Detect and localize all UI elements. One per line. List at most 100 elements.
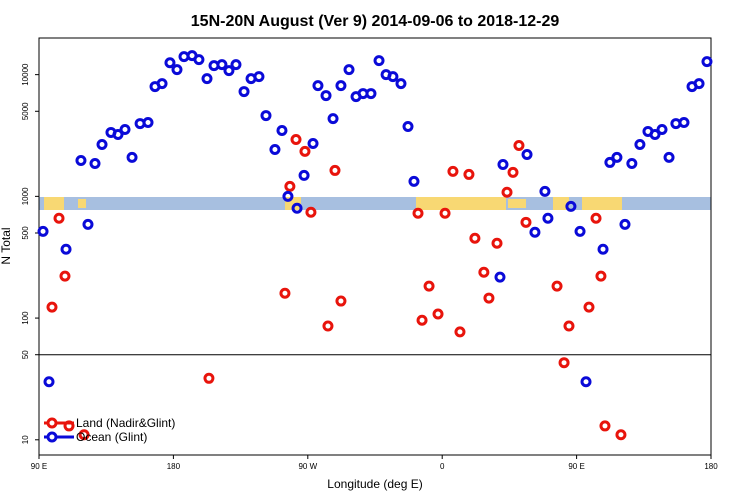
x-tick-label: 90 E: [31, 462, 47, 471]
point: [402, 120, 414, 132]
point: [96, 139, 108, 151]
point: [463, 168, 475, 180]
point: [269, 143, 281, 155]
point: [491, 237, 503, 249]
point: [290, 134, 302, 146]
point: [156, 78, 168, 90]
point: [43, 376, 55, 388]
point: [551, 280, 563, 292]
x-tick-label: 90 E: [568, 462, 584, 471]
y-axis-label: N Total: [0, 227, 13, 264]
point: [59, 270, 71, 282]
point: [203, 372, 215, 384]
point: [416, 314, 428, 326]
point: [615, 429, 627, 441]
point: [142, 116, 154, 128]
point: [216, 59, 228, 71]
point: [320, 90, 332, 102]
point: [663, 151, 675, 163]
land-patch: [508, 199, 526, 208]
point: [335, 80, 347, 92]
point: [46, 301, 58, 313]
point: [494, 271, 506, 283]
x-axis-label: Longitude (deg E): [327, 477, 422, 491]
point: [37, 225, 49, 237]
point: [119, 124, 131, 136]
land-patch: [44, 197, 64, 210]
point: [164, 57, 176, 69]
point: [497, 158, 509, 170]
point: [604, 156, 616, 168]
point: [335, 295, 347, 307]
point: [78, 429, 90, 441]
point: [529, 226, 541, 238]
point: [307, 138, 319, 150]
point: [284, 180, 296, 192]
y-tick-label: 10000: [21, 63, 30, 86]
point: [305, 206, 317, 218]
land-patch: [416, 197, 506, 210]
point: [693, 78, 705, 90]
point: [599, 420, 611, 432]
y-tick-label: 5000: [21, 102, 30, 120]
land-patch: [582, 197, 622, 210]
plot-frame: [38, 37, 712, 456]
point: [126, 151, 138, 163]
point: [595, 270, 607, 282]
point: [260, 110, 272, 122]
point: [395, 78, 407, 90]
y-tick-label: 100: [21, 311, 30, 325]
point: [483, 292, 495, 304]
point: [238, 86, 250, 98]
point: [373, 55, 385, 67]
y-tick-label: 1000: [21, 187, 30, 205]
point: [478, 266, 490, 278]
x-tick-label: 180: [704, 462, 718, 471]
point: [329, 164, 341, 176]
point: [298, 169, 310, 181]
x-tick-label: 180: [167, 462, 181, 471]
point: [558, 357, 570, 369]
point: [542, 212, 554, 224]
point: [408, 175, 420, 187]
point: [299, 145, 311, 157]
point: [513, 139, 525, 151]
point: [521, 149, 533, 161]
point: [656, 124, 668, 136]
legend-label: Ocean (Glint): [76, 430, 147, 444]
point: [423, 280, 435, 292]
point: [171, 64, 183, 76]
point: [201, 73, 213, 85]
point: [678, 116, 690, 128]
land-patch: [553, 197, 569, 210]
point: [365, 88, 377, 100]
point: [60, 243, 72, 255]
y-tick-label: 50: [21, 350, 30, 359]
point: [611, 151, 623, 163]
point: [507, 166, 519, 178]
point: [439, 207, 451, 219]
point: [583, 301, 595, 313]
point: [312, 80, 324, 92]
point: [580, 376, 592, 388]
point: [75, 154, 87, 166]
point: [53, 212, 65, 224]
point: [253, 71, 265, 83]
point: [634, 139, 646, 151]
point: [82, 218, 94, 230]
point: [387, 71, 399, 83]
point: [327, 113, 339, 125]
point: [539, 185, 551, 197]
point: [597, 243, 609, 255]
point: [432, 308, 444, 320]
point: [112, 129, 124, 141]
point: [590, 212, 602, 224]
point: [279, 287, 291, 299]
chart-title: 15N-20N August (Ver 9) 2014-09-06 to 201…: [191, 13, 560, 30]
point: [230, 59, 242, 71]
y-tick-label: 500: [21, 226, 30, 240]
point: [89, 157, 101, 169]
x-tick-label: 90 W: [298, 462, 317, 471]
point: [563, 320, 575, 332]
point: [501, 186, 513, 198]
